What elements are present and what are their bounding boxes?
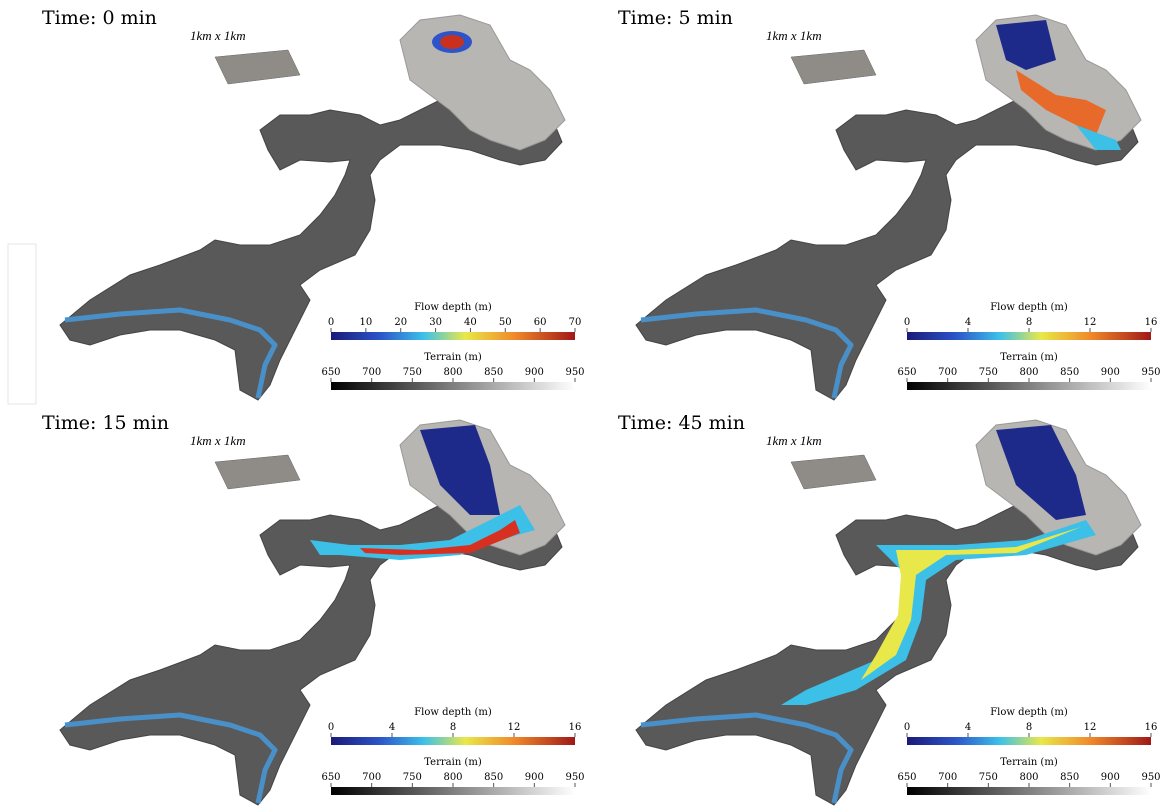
figure: Time: 0 min 1km x 1km Flow depth (m) 0 10 20 3… — [0, 0, 1161, 810]
colorbar-tick-label: 8 — [1026, 317, 1032, 328]
colorbar-tick-label: 700 — [938, 772, 957, 783]
colorbar-tick-label: 800 — [1019, 367, 1038, 378]
colorbar-label: Flow depth (m) — [990, 707, 1068, 718]
colorbar — [907, 332, 1151, 340]
colorbar-tick-label: 20 — [394, 317, 407, 328]
panel-title: Time: 0 min — [42, 7, 157, 29]
colorbar-tick-label: 12 — [1084, 317, 1097, 328]
colorbar-tick-label: 850 — [484, 367, 503, 378]
colorbar-tick-label: 8 — [450, 722, 456, 733]
colorbar-tick-label: 950 — [1141, 367, 1160, 378]
colorbar-tick-label: 40 — [464, 317, 477, 328]
colorbar-tick-label: 4 — [965, 722, 971, 733]
colorbar-tick-label: 950 — [1141, 772, 1160, 783]
scale-box — [791, 455, 876, 489]
colorbar-tick-label: 12 — [508, 722, 521, 733]
scale-label: 1km x 1km — [766, 433, 822, 448]
terrain — [60, 100, 562, 400]
colorbar-tick-label: 900 — [525, 772, 544, 783]
colorbar-label: Terrain (m) — [424, 757, 482, 768]
colorbar-tick-label: 10 — [359, 317, 372, 328]
colorbar-tick-label: 800 — [1019, 772, 1038, 783]
colorbar — [331, 737, 575, 745]
colorbar-tick-label: 8 — [1026, 722, 1032, 733]
colorbar-tick-label: 650 — [321, 367, 340, 378]
colorbar-tick-label: 750 — [979, 367, 998, 378]
panel-title: Time: 15 min — [42, 412, 169, 434]
colorbar-tick-label: 850 — [1060, 772, 1079, 783]
colorbar-tick-label: 12 — [1084, 722, 1097, 733]
colorbar-tick-label: 800 — [443, 772, 462, 783]
colorbar-tick-label: 900 — [525, 367, 544, 378]
colorbar-tick-label: 750 — [403, 772, 422, 783]
colorbar-tick-label: 650 — [897, 772, 916, 783]
panel: Time: 0 min 1km x 1km Flow depth (m) 0 10 20 3… — [42, 7, 585, 400]
colorbar-tick-label: 850 — [484, 772, 503, 783]
colorbar-tick-label: 850 — [1060, 367, 1079, 378]
frame — [8, 244, 36, 404]
colorbar-tick-label: 50 — [499, 317, 512, 328]
colorbar — [331, 787, 575, 795]
colorbar-tick-label: 16 — [569, 722, 582, 733]
colorbar — [331, 382, 575, 390]
terrain — [636, 100, 1138, 400]
panel: Time: 15 min 1km x 1km Flow depth (m) 0 4 8 12… — [42, 412, 585, 805]
scale-box — [215, 455, 300, 489]
colorbar-label: Flow depth (m) — [414, 707, 492, 718]
colorbar-tick-label: 4 — [389, 722, 395, 733]
colorbar-tick-label: 650 — [897, 367, 916, 378]
colorbar-tick-label: 800 — [443, 367, 462, 378]
colorbar-tick-label: 60 — [534, 317, 547, 328]
colorbar — [907, 737, 1151, 745]
colorbar — [907, 787, 1151, 795]
colorbar-tick-label: 16 — [1145, 317, 1158, 328]
colorbar-tick-label: 4 — [965, 317, 971, 328]
panel-title: Time: 5 min — [618, 7, 733, 29]
scale-label: 1km x 1km — [190, 28, 246, 43]
flow-area — [440, 35, 464, 49]
colorbar-tick-label: 0 — [328, 722, 334, 733]
colorbar-tick-label: 700 — [362, 367, 381, 378]
colorbar-tick-label: 650 — [321, 772, 340, 783]
colorbar-label: Terrain (m) — [1000, 352, 1058, 363]
colorbar-tick-label: 700 — [362, 772, 381, 783]
colorbar-tick-label: 70 — [569, 317, 582, 328]
colorbar-label: Terrain (m) — [424, 352, 482, 363]
colorbar-tick-label: 700 — [938, 367, 957, 378]
colorbar-tick-label: 950 — [565, 772, 584, 783]
panel: Time: 5 min 1km x 1km Flow depth (m) 0 4 8 12 1… — [618, 7, 1161, 400]
colorbar-tick-label: 0 — [328, 317, 334, 328]
colorbar-tick-label: 900 — [1101, 367, 1120, 378]
terrain — [60, 505, 562, 805]
colorbar-label: Terrain (m) — [1000, 757, 1058, 768]
colorbar-label: Flow depth (m) — [414, 302, 492, 313]
scale-label: 1km x 1km — [766, 28, 822, 43]
colorbar-tick-label: 0 — [904, 722, 910, 733]
colorbar-tick-label: 750 — [403, 367, 422, 378]
colorbar-tick-label: 0 — [904, 317, 910, 328]
colorbar-tick-label: 950 — [565, 367, 584, 378]
colorbar-tick-label: 30 — [429, 317, 442, 328]
colorbar — [331, 332, 575, 340]
colorbar-tick-label: 900 — [1101, 772, 1120, 783]
colorbar-tick-label: 16 — [1145, 722, 1158, 733]
colorbar-label: Flow depth (m) — [990, 302, 1068, 313]
colorbar — [907, 382, 1151, 390]
colorbar-tick-label: 750 — [979, 772, 998, 783]
scale-box — [791, 50, 876, 84]
scale-box — [215, 50, 300, 84]
panel-title: Time: 45 min — [618, 412, 745, 434]
panel: Time: 45 min 1km x 1km Flow depth (m) 0 4 8 12… — [618, 412, 1161, 805]
scale-label: 1km x 1km — [190, 433, 246, 448]
